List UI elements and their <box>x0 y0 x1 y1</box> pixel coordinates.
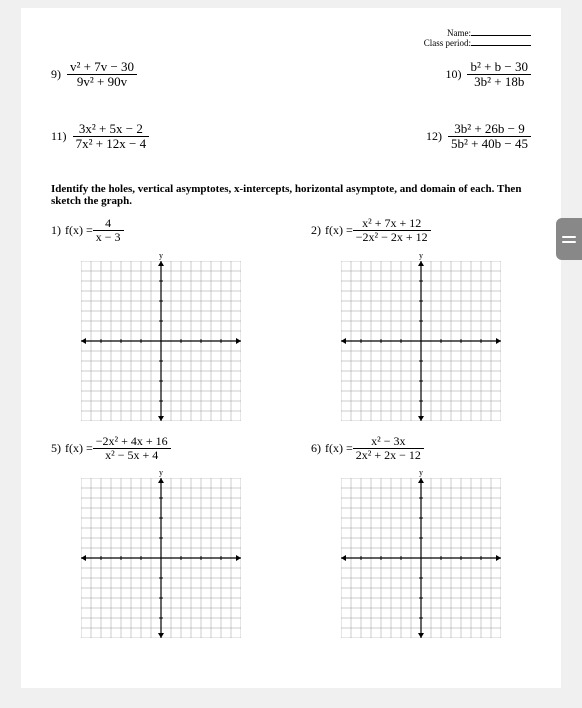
function-label: 5) f(x) = −2x² + 4x + 16 x² − 5x + 4 <box>51 435 271 462</box>
fraction: 4 x − 3 <box>93 217 124 244</box>
denominator: x − 3 <box>93 231 124 244</box>
problem-number: 5) <box>51 441 61 456</box>
graph-problem-6: 6) f(x) = x² − 3x 2x² + 2x − 12 y <box>311 435 531 638</box>
class-blank <box>471 45 531 46</box>
graph-problem-1: 1) f(x) = 4 x − 3 y <box>51 217 271 420</box>
denominator: 7x² + 12x − 4 <box>73 137 150 151</box>
denominator: 3b² + 18b <box>467 75 531 89</box>
lhs: f(x) = <box>325 223 353 238</box>
class-label: Class period: <box>424 38 471 48</box>
fraction: x² − 3x 2x² + 2x − 12 <box>353 435 424 462</box>
y-axis-label: y <box>311 251 531 260</box>
denominator: 9v² + 90v <box>67 75 137 89</box>
graph-problem-2: 2) f(x) = x² + 7x + 12 −2x² − 2x + 12 y <box>311 217 531 420</box>
class-line: Class period: <box>51 38 531 48</box>
fraction: 3b² + 26b − 9 5b² + 40b − 45 <box>448 122 531 152</box>
coordinate-grid <box>81 261 241 421</box>
denominator: x² − 5x + 4 <box>93 449 171 462</box>
denominator: 5b² + 40b − 45 <box>448 137 531 151</box>
numerator: 3b² + 26b − 9 <box>448 122 531 137</box>
numerator: b² + b − 30 <box>467 60 531 75</box>
function-label: 6) f(x) = x² − 3x 2x² + 2x − 12 <box>311 435 531 462</box>
name-blank <box>471 35 531 36</box>
graph-problem-5: 5) f(x) = −2x² + 4x + 16 x² − 5x + 4 y <box>51 435 271 638</box>
simplify-row-1: 9) v² + 7v − 30 9v² + 90v 10) b² + b − 3… <box>51 60 531 90</box>
problem-9: 9) v² + 7v − 30 9v² + 90v <box>51 60 137 90</box>
bar-line <box>562 241 576 243</box>
denominator: 2x² + 2x − 12 <box>353 449 424 462</box>
problem-number: 11) <box>51 129 67 144</box>
fraction: −2x² + 4x + 16 x² − 5x + 4 <box>93 435 171 462</box>
problem-11: 11) 3x² + 5x − 2 7x² + 12x − 4 <box>51 122 149 152</box>
bar-line <box>562 236 576 238</box>
denominator: −2x² − 2x + 12 <box>353 231 431 244</box>
problem-number: 2) <box>311 223 321 238</box>
problem-12: 12) 3b² + 26b − 9 5b² + 40b − 45 <box>426 122 531 152</box>
problem-10: 10) b² + b − 30 3b² + 18b <box>445 60 531 90</box>
coordinate-grid <box>81 478 241 638</box>
lhs: f(x) = <box>65 441 93 456</box>
problem-number: 1) <box>51 223 61 238</box>
numerator: −2x² + 4x + 16 <box>93 435 171 449</box>
grid-container: y <box>311 251 531 421</box>
fraction: 3x² + 5x − 2 7x² + 12x − 4 <box>73 122 150 152</box>
sidebar-toggle[interactable] <box>556 218 582 260</box>
problem-number: 12) <box>426 129 442 144</box>
graph-row-2: 5) f(x) = −2x² + 4x + 16 x² − 5x + 4 y 6… <box>51 435 531 638</box>
graph-row-1: 1) f(x) = 4 x − 3 y 2) f(x) = x² + 7x + … <box>51 217 531 420</box>
header-block: Name: Class period: <box>51 28 531 48</box>
y-axis-label: y <box>51 251 271 260</box>
instructions: Identify the holes, vertical asymptotes,… <box>51 183 531 207</box>
lhs: f(x) = <box>325 441 353 456</box>
coordinate-grid <box>341 261 501 421</box>
worksheet-page: Name: Class period: 9) v² + 7v − 30 9v² … <box>21 8 561 688</box>
problem-number: 10) <box>445 67 461 82</box>
y-axis-label: y <box>51 468 271 477</box>
fraction: b² + b − 30 3b² + 18b <box>467 60 531 90</box>
grid-container: y <box>51 251 271 421</box>
coordinate-grid <box>341 478 501 638</box>
numerator: 4 <box>93 217 124 231</box>
numerator: 3x² + 5x − 2 <box>73 122 150 137</box>
problem-number: 9) <box>51 67 61 82</box>
name-label: Name: <box>447 28 471 38</box>
fraction: x² + 7x + 12 −2x² − 2x + 12 <box>353 217 431 244</box>
hamburger-icon <box>562 236 576 243</box>
problem-number: 6) <box>311 441 321 456</box>
simplify-row-2: 11) 3x² + 5x − 2 7x² + 12x − 4 12) 3b² +… <box>51 122 531 152</box>
numerator: x² + 7x + 12 <box>353 217 431 231</box>
lhs: f(x) = <box>65 223 93 238</box>
numerator: v² + 7v − 30 <box>67 60 137 75</box>
y-axis-label: y <box>311 468 531 477</box>
name-line: Name: <box>51 28 531 38</box>
function-label: 2) f(x) = x² + 7x + 12 −2x² − 2x + 12 <box>311 217 531 244</box>
numerator: x² − 3x <box>353 435 424 449</box>
function-label: 1) f(x) = 4 x − 3 <box>51 217 271 244</box>
grid-container: y <box>51 468 271 638</box>
fraction: v² + 7v − 30 9v² + 90v <box>67 60 137 90</box>
grid-container: y <box>311 468 531 638</box>
